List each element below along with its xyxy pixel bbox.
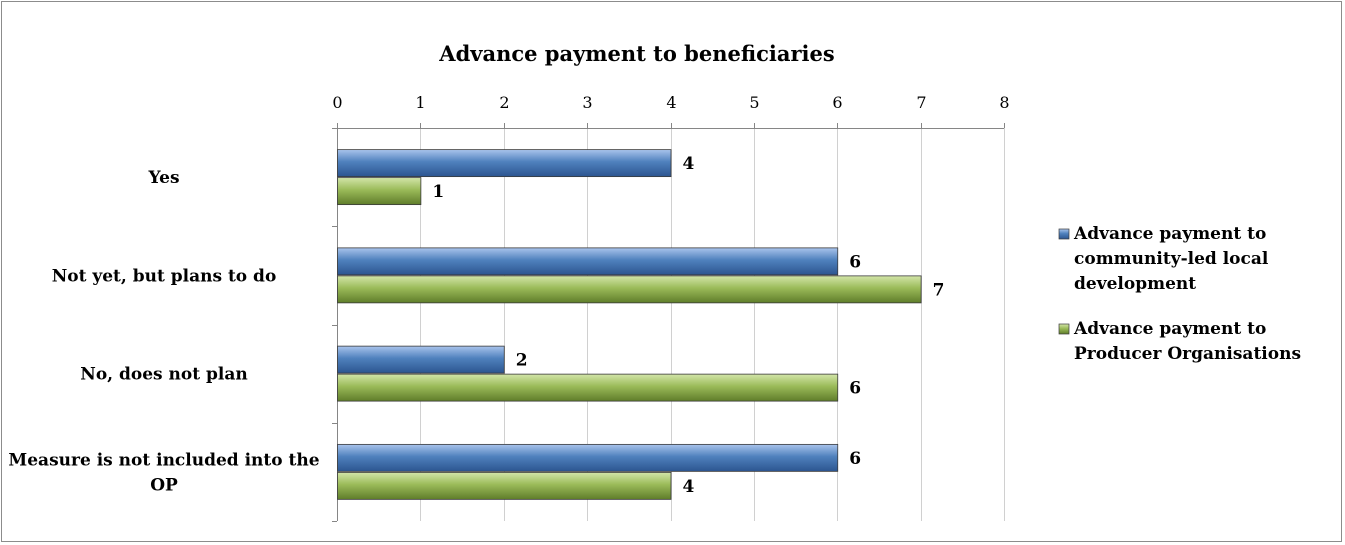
category-label: Not yet, but plans to do: [52, 266, 277, 286]
bar-series-1: [337, 247, 839, 276]
tick-label: 3: [582, 93, 592, 112]
tick-label: 8: [999, 93, 1009, 112]
legend-swatch-series-1: [1058, 228, 1070, 240]
bar-series-1: [337, 345, 505, 374]
category-label: Measure is not included into the OP: [8, 450, 319, 495]
bars: 4 1 6 7 2 6 6 4: [337, 149, 945, 500]
axis-ticks: 0 1 2 3 4 5 6 7 8: [332, 93, 1010, 522]
data-label: 6: [849, 449, 861, 469]
data-label: 1: [432, 182, 444, 202]
data-label: 6: [849, 379, 861, 399]
category-label: No, does not plan: [80, 365, 247, 385]
legend-label-series-1: Advance payment to community-led local dev…: [1073, 224, 1269, 294]
data-label: 6: [849, 252, 861, 272]
tick-label: 0: [332, 93, 342, 112]
tick-label: 7: [916, 93, 926, 112]
bar-series-2: [337, 177, 422, 206]
tick-label: 2: [499, 93, 509, 112]
tick-label: 5: [749, 93, 759, 112]
bar-series-2: [337, 275, 922, 304]
chart-title: Advance payment to beneficiaries: [438, 41, 834, 66]
legend: Advance payment to community-led local dev…: [1058, 224, 1301, 364]
tick-label: 1: [415, 93, 425, 112]
data-label: 4: [683, 477, 695, 497]
legend-label-series-2: Advance payment to Producer Organisations: [1073, 319, 1301, 364]
bar-series-2: [337, 471, 672, 500]
category-labels: Yes Not yet, but plans to do No, does not …: [8, 168, 319, 495]
category-label: Yes: [147, 168, 179, 188]
data-label: 4: [683, 154, 695, 174]
bar-series-2: [337, 373, 839, 402]
bar-series-1: [337, 149, 672, 178]
legend-swatch-series-2: [1058, 323, 1070, 335]
data-label: 2: [516, 351, 528, 371]
bar-series-1: [337, 443, 839, 472]
tick-label: 4: [666, 93, 676, 112]
tick-label: 6: [832, 93, 842, 112]
data-label: 7: [933, 280, 945, 300]
